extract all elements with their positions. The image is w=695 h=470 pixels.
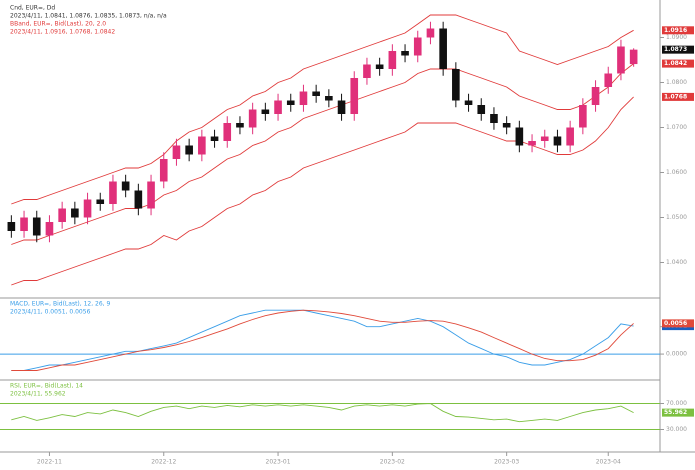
- value-tag: [662, 408, 694, 417]
- panel-title: MACD, EUR=, Bid(Last), 12, 26, 9: [10, 301, 110, 308]
- candle-body: [261, 109, 270, 114]
- candle-body: [439, 28, 447, 69]
- value-tag-label: 1.0768: [664, 93, 687, 100]
- series-line: [11, 403, 634, 423]
- candle-body: [629, 49, 638, 65]
- value-tag: [662, 92, 694, 101]
- candle-body: [71, 208, 79, 218]
- overlay-subtitle: 2023/4/11, 1.0916, 1.0768, 1.0842: [10, 29, 115, 36]
- candle-body: [528, 141, 536, 146]
- candle-body: [286, 100, 295, 105]
- value-tag: [662, 26, 694, 35]
- candle-body: [401, 51, 409, 56]
- candle-body: [223, 123, 232, 141]
- series-line: [11, 14, 634, 205]
- series-line: [11, 309, 634, 371]
- panel-subtitle: 2023/4/11, 1.0841, 1.0876, 1.0835, 1.087…: [10, 13, 167, 20]
- x-tick-label: 2023-04: [596, 459, 621, 466]
- candle-body: [83, 199, 92, 218]
- candle-body: [147, 181, 155, 209]
- value-tag: [662, 59, 694, 68]
- y-tick-label: 1.0600: [666, 169, 687, 176]
- candle-body: [7, 222, 16, 231]
- candle-body: [566, 127, 574, 146]
- candle-body: [413, 37, 422, 56]
- candle-body: [553, 136, 562, 146]
- value-tag-label: 0.0056: [664, 320, 687, 327]
- panel-title: RSI, EUR=, Bid(Last), 14: [10, 383, 83, 390]
- candle-body: [325, 96, 333, 101]
- value-tag: [662, 319, 694, 328]
- panel-subtitle: 2023/4/11, 0.0051, 0.0056: [10, 309, 91, 316]
- x-tick-label: 2023-01: [266, 459, 291, 466]
- y-tick-label: 1.0800: [666, 79, 687, 86]
- y-tick-label: 1.0400: [666, 259, 687, 266]
- candle-body: [337, 100, 346, 114]
- candle-body: [58, 208, 66, 222]
- candle-body: [45, 222, 54, 236]
- y-tick-label: 1.0700: [666, 124, 687, 131]
- value-tag-label: 55.962: [664, 409, 687, 416]
- candle-body: [452, 69, 460, 101]
- x-tick-label: 2023-03: [494, 459, 519, 466]
- value-tag-label: 1.0842: [664, 60, 687, 67]
- candle-body: [172, 145, 181, 159]
- candle-body: [274, 100, 282, 114]
- candle-body: [515, 127, 524, 146]
- candle-body: [388, 51, 397, 69]
- candle-body: [185, 145, 193, 155]
- y-tick-label: 1.0500: [666, 214, 687, 221]
- candle-body: [312, 91, 320, 96]
- panel-subtitle: 2023/4/11, 55.962: [10, 391, 66, 398]
- x-tick-label: 2022-12: [151, 459, 176, 466]
- candle-body: [502, 123, 511, 128]
- candle-body: [604, 73, 613, 87]
- y-tick-label: 1.0900: [666, 34, 687, 41]
- value-tag: [662, 45, 694, 54]
- series-line: [11, 309, 634, 371]
- series-line: [11, 63, 634, 245]
- value-tag-label: 1.0873: [664, 46, 687, 53]
- candle-body: [617, 46, 625, 74]
- candle-body: [236, 123, 244, 128]
- panel-title: Cnd, EUR=, Dd: [10, 5, 55, 12]
- candle-body: [591, 87, 600, 105]
- candle-body: [350, 78, 359, 114]
- candle-body: [540, 136, 549, 141]
- y-tick-label: 70.000: [666, 400, 687, 407]
- candle-body: [134, 190, 143, 209]
- x-tick-label: 2023-02: [380, 459, 405, 466]
- candle-body: [32, 217, 41, 236]
- candle-body: [210, 136, 219, 141]
- candle-body: [96, 199, 105, 204]
- overlay-title: BBand, EUR=, Bid(Last), 20, 2.0: [10, 21, 106, 28]
- candle-body: [248, 109, 257, 128]
- candle-body: [121, 181, 130, 191]
- candle-body: [477, 105, 486, 114]
- candle-body: [299, 91, 308, 105]
- candle-body: [464, 100, 473, 105]
- candle-body: [375, 64, 384, 69]
- candle-body: [363, 64, 371, 78]
- x-tick-label: 2022-11: [37, 459, 62, 466]
- candle-body: [579, 105, 587, 128]
- candle-body: [109, 181, 117, 204]
- candle-body: [159, 159, 168, 182]
- value-tag-label: 1.0916: [664, 27, 687, 34]
- candle-body: [198, 136, 206, 155]
- y-tick-label: 0.0000: [666, 351, 687, 358]
- candle-body: [490, 114, 498, 123]
- candle-body: [20, 217, 28, 231]
- candle-body: [426, 28, 435, 38]
- y-tick-label: 30.000: [666, 426, 687, 433]
